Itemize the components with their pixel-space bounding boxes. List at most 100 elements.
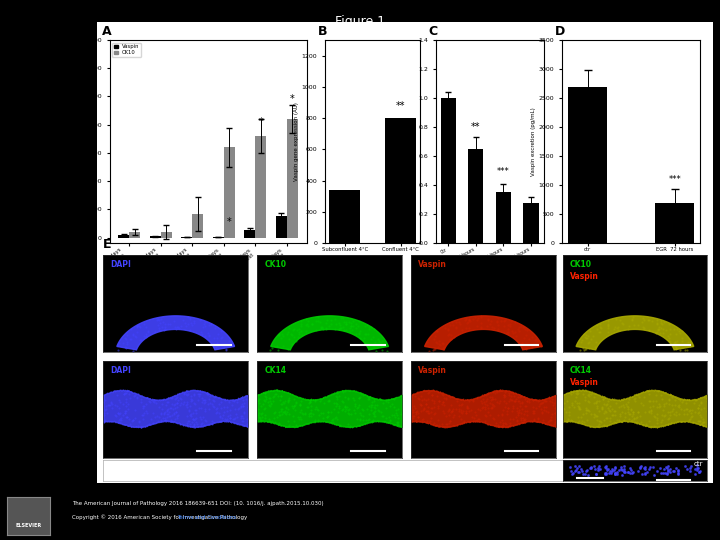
Point bbox=[665, 468, 676, 476]
Point bbox=[297, 408, 308, 417]
Bar bbox=[150, 237, 161, 238]
Point bbox=[467, 397, 479, 406]
Point bbox=[279, 396, 290, 405]
Point bbox=[228, 397, 239, 406]
Point bbox=[678, 396, 689, 404]
Point bbox=[218, 343, 230, 352]
Point bbox=[494, 386, 505, 395]
Point bbox=[390, 412, 401, 421]
Point bbox=[593, 466, 604, 475]
Point bbox=[273, 419, 284, 428]
Point bbox=[323, 321, 335, 330]
Point bbox=[511, 404, 523, 413]
Point bbox=[99, 416, 110, 424]
Point bbox=[215, 327, 227, 335]
Point bbox=[215, 413, 226, 422]
Point bbox=[528, 402, 539, 411]
Point bbox=[189, 406, 201, 415]
Point bbox=[184, 411, 196, 420]
Point bbox=[692, 464, 703, 472]
Point bbox=[190, 409, 202, 417]
Point bbox=[220, 396, 231, 404]
Point bbox=[429, 345, 441, 353]
Point bbox=[622, 324, 634, 333]
Bar bbox=[496, 192, 511, 243]
Point bbox=[659, 465, 670, 474]
Point bbox=[274, 411, 286, 420]
Point bbox=[256, 413, 268, 421]
Point bbox=[105, 399, 117, 408]
Point bbox=[148, 408, 159, 417]
Point bbox=[615, 410, 626, 418]
Point bbox=[144, 397, 156, 406]
Point bbox=[486, 323, 498, 332]
Point bbox=[503, 396, 515, 405]
Point bbox=[570, 467, 581, 475]
Point bbox=[409, 392, 420, 400]
Point bbox=[618, 468, 629, 476]
Point bbox=[274, 330, 285, 339]
Point bbox=[597, 403, 608, 412]
Point bbox=[265, 399, 276, 408]
Point bbox=[363, 415, 374, 423]
Point bbox=[438, 342, 449, 351]
Point bbox=[185, 318, 197, 327]
Point bbox=[582, 470, 594, 479]
Point bbox=[670, 329, 681, 338]
Point bbox=[603, 469, 615, 477]
Point bbox=[456, 419, 468, 428]
Point bbox=[528, 407, 540, 416]
Point bbox=[513, 396, 525, 405]
Point bbox=[484, 410, 495, 419]
Point bbox=[120, 408, 131, 417]
Point bbox=[252, 410, 264, 419]
Point bbox=[377, 412, 389, 421]
Point bbox=[235, 413, 247, 422]
Point bbox=[202, 399, 214, 408]
Point bbox=[694, 466, 706, 475]
Point bbox=[670, 395, 681, 404]
Point bbox=[527, 407, 539, 416]
Point bbox=[330, 392, 341, 401]
Point bbox=[197, 330, 208, 339]
Point bbox=[215, 411, 226, 420]
Point bbox=[222, 407, 233, 415]
Point bbox=[618, 413, 630, 421]
Point bbox=[195, 404, 207, 413]
Point bbox=[197, 323, 209, 332]
Y-axis label: Vaspin excretion (pg/mL): Vaspin excretion (pg/mL) bbox=[531, 107, 536, 176]
Point bbox=[215, 404, 227, 413]
Point bbox=[578, 330, 590, 339]
Point bbox=[203, 331, 215, 340]
Point bbox=[425, 404, 436, 413]
Point bbox=[183, 406, 194, 415]
Point bbox=[510, 318, 521, 327]
Point bbox=[358, 411, 369, 420]
Point bbox=[427, 390, 438, 399]
Point bbox=[549, 420, 560, 429]
Bar bbox=[385, 118, 416, 243]
Point bbox=[343, 406, 354, 414]
Point bbox=[492, 410, 503, 419]
Point bbox=[667, 340, 678, 349]
Y-axis label: x-fold expression: x-fold expression bbox=[410, 118, 415, 165]
Point bbox=[505, 392, 516, 400]
Point bbox=[204, 392, 216, 400]
Point bbox=[569, 462, 580, 471]
Point bbox=[253, 413, 265, 422]
Point bbox=[181, 418, 192, 427]
Point bbox=[369, 397, 380, 406]
Point bbox=[639, 464, 651, 473]
Point bbox=[207, 419, 218, 428]
Point bbox=[585, 335, 597, 343]
Point bbox=[598, 409, 610, 418]
Point bbox=[197, 396, 209, 404]
Point bbox=[683, 416, 694, 424]
Point bbox=[657, 328, 669, 337]
Point bbox=[384, 417, 396, 426]
Point bbox=[118, 390, 130, 399]
Point bbox=[593, 396, 605, 405]
Point bbox=[428, 345, 439, 353]
Point bbox=[138, 320, 149, 328]
Point bbox=[693, 468, 704, 477]
